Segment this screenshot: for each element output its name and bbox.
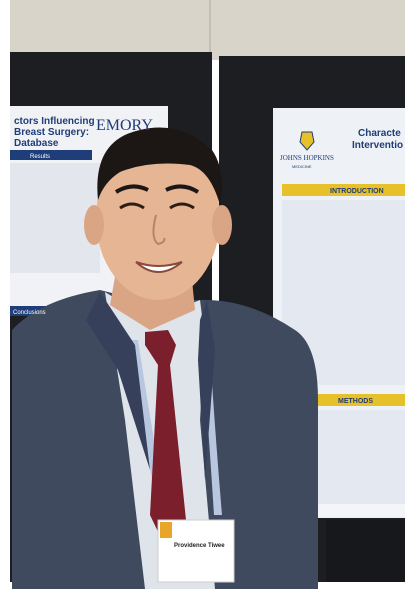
wall-panel	[10, 0, 405, 60]
right-poster-methods-heading: METHODS	[338, 398, 373, 405]
right-eye	[169, 202, 195, 210]
right-poster-logo-sub: MEDICINE	[292, 164, 312, 169]
nose	[152, 214, 166, 246]
mouth	[135, 261, 183, 273]
right-poster-intro-heading: INTRODUCTION	[330, 188, 384, 195]
right-lapel	[198, 300, 215, 480]
left-lapel	[86, 292, 150, 470]
left-poster-heading-bar	[10, 150, 92, 160]
right-poster-intro-bar	[282, 184, 405, 196]
shield-icon	[299, 131, 315, 151]
right-poster-logo: JOHNS HOPKINS	[280, 154, 334, 162]
tie	[145, 330, 186, 540]
badge-name: Providence Tiwee	[174, 543, 225, 549]
left-poster-footer-heading: Conclusions	[13, 310, 46, 316]
hair	[97, 127, 222, 205]
left-poster-title-line-2: Breast Surgery:	[14, 127, 89, 138]
right-poster-title-line-1: Characte	[358, 128, 401, 139]
left-poster-logo: EMORY	[96, 117, 153, 134]
left-poster-title-line-3: Database	[14, 138, 59, 149]
face	[96, 136, 220, 300]
right-poster-title-line-2: Interventio	[352, 140, 403, 151]
left-poster-title-line-1: ctors Influencing	[14, 116, 95, 127]
left-poster-section-heading: Results	[30, 154, 50, 160]
left-eye	[119, 202, 145, 210]
